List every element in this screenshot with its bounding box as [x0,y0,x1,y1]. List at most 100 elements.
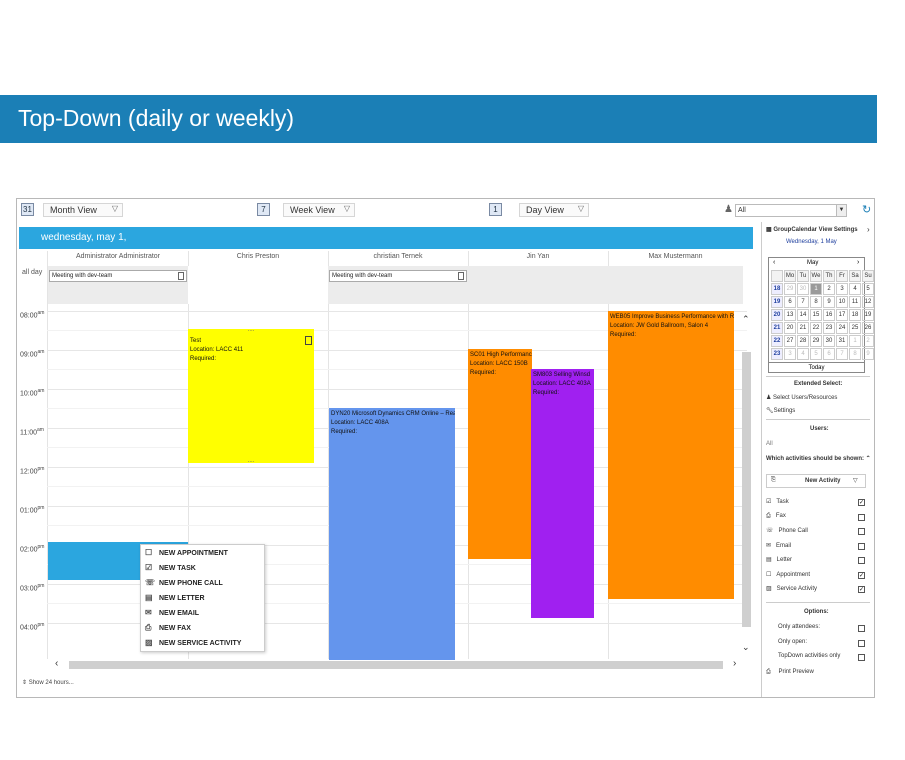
selected-date: Wednesday, 1 May [786,239,837,245]
month-view-label: Month View [50,205,97,215]
next-month-icon[interactable]: › [857,259,860,266]
mini-calendar-day[interactable]: 4 [797,348,809,360]
mini-calendar-day[interactable]: 6 [784,296,796,308]
all-day-event[interactable]: Meeting with dev-team [329,270,467,282]
mini-calendar-day[interactable]: 24 [836,322,848,334]
phone-icon: ☏ [145,578,156,587]
print-preview-link[interactable]: ⎙ Print Preview [766,669,814,675]
all-day-cell[interactable] [188,266,328,304]
mini-calendar-day[interactable]: 2 [823,283,835,295]
mini-calendar-day[interactable]: 9 [823,296,835,308]
show-24-hours-toggle[interactable]: ⇕ Show 24 hours... [22,680,74,686]
mini-calendar-day[interactable]: 1 [810,283,822,295]
time-label: 10:00am [20,388,45,398]
mini-calendar-day[interactable]: 20 [784,322,796,334]
mini-calendar-day[interactable]: 2 [862,335,874,347]
settings-link[interactable]: 🔧︎Settings [766,408,796,414]
mini-calendar-day[interactable]: 3 [836,283,848,295]
day-header-label: wednesday, may 1, [41,232,127,243]
menu-item-new-appointment[interactable]: ☐ NEW APPOINTMENT [145,548,228,557]
scrollbar-thumb[interactable] [742,352,751,627]
prev-month-icon[interactable]: ‹ [773,259,776,266]
mini-calendar-day[interactable]: 19 [862,309,874,321]
mini-calendar-day[interactable]: 27 [784,335,796,347]
mini-calendar-day[interactable]: 12 [862,296,874,308]
menu-item-new-task[interactable]: ☑ NEW TASK [145,563,196,572]
mini-calendar-day[interactable]: 5 [810,348,822,360]
calendar-event[interactable]: SC01 High Performanc Location: LACC 150B… [468,349,532,559]
menu-item-new-phone-call[interactable]: ☏ NEW PHONE CALL [145,578,223,587]
mini-calendar-day[interactable]: 10 [836,296,848,308]
mini-calendar-day[interactable]: 13 [784,309,796,321]
mini-calendar-day[interactable]: 7 [836,348,848,360]
calendar-event[interactable]: DYN20 Microsoft Dynamics CRM Online – Re… [329,408,455,660]
month-view-button[interactable]: 31 Month View ▽ [21,201,131,219]
resize-handle[interactable]: .... [247,329,255,333]
hour-line [47,350,747,351]
mini-calendar-day[interactable]: 4 [849,283,861,295]
mini-calendar-day[interactable]: 31 [836,335,848,347]
mini-calendar-day[interactable]: 1 [849,335,861,347]
activity-checkbox[interactable] [858,557,865,564]
time-label: 04:00pm [20,622,45,632]
today-button[interactable]: Today [769,362,864,372]
resize-handle[interactable]: .... [247,458,255,463]
mini-calendar-day[interactable]: 28 [797,335,809,347]
mini-calendar-day[interactable]: 30 [797,283,809,295]
menu-item-new-email[interactable]: ✉ NEW EMAIL [145,608,200,617]
chevron-right-icon[interactable]: › [733,658,737,669]
chevron-left-icon[interactable]: ‹ [55,658,59,669]
option-checkbox[interactable] [858,654,865,661]
scrollbar-thumb[interactable] [69,661,723,669]
mini-calendar-day[interactable]: 18 [849,309,861,321]
activity-checkbox[interactable]: ✓ [858,571,865,579]
mini-calendar-day[interactable]: 21 [797,322,809,334]
chevron-down-icon[interactable]: ⌄ [742,642,750,652]
week-view-button[interactable]: 7 Week View ▽ [257,201,367,219]
menu-item-new-fax[interactable]: ⎙ NEW FAX [145,623,191,632]
mini-calendar-day[interactable]: 5 [862,283,874,295]
chevron-right-icon[interactable]: › [867,225,870,234]
mini-calendar-day[interactable]: 7 [797,296,809,308]
dropdown-arrow-icon[interactable]: ▼ [836,205,846,216]
vertical-scrollbar[interactable]: ⌃ ⌄ [741,312,752,657]
menu-item-new-letter[interactable]: ▤ NEW LETTER [145,593,205,602]
activity-checkbox[interactable]: ✓ [858,586,865,593]
mini-calendar-day[interactable]: 9 [862,348,874,360]
activity-checkbox[interactable]: ✓ [858,499,865,506]
mini-calendar-day[interactable]: 29 [810,335,822,347]
menu-item-new-service-activity[interactable]: ▨ NEW SERVICE ACTIVITY [145,638,242,647]
mini-calendar-day[interactable]: 8 [810,296,822,308]
mini-calendar-day[interactable]: 17 [836,309,848,321]
option-checkbox[interactable] [858,625,865,632]
mini-calendar-day[interactable]: 29 [784,283,796,295]
mini-calendar-day[interactable]: 30 [823,335,835,347]
refresh-icon[interactable]: ↻ [862,204,872,216]
mini-calendar-day[interactable]: 15 [810,309,822,321]
all-day-cell[interactable] [468,266,743,304]
select-users-link[interactable]: ♟ Select Users/Resources [766,395,838,401]
day-view-button[interactable]: 1 Day View ▽ [489,201,599,219]
calendar-event[interactable]: SM803 Selling Winsd Location: LACC 403A … [531,369,594,618]
new-activity-button[interactable]: ⎘ New Activity ▽ [766,474,866,488]
user-filter-select[interactable]: All ▼ [735,204,847,217]
activity-checkbox[interactable] [858,528,865,535]
chevron-up-icon[interactable]: ⌃ [742,314,750,324]
activity-checkbox[interactable] [858,513,865,521]
mini-calendar-day[interactable]: 11 [849,296,861,308]
horizontal-scrollbar[interactable]: ‹ › [53,658,743,670]
mini-calendar-day[interactable]: 3 [784,348,796,360]
all-day-event[interactable]: Meeting with dev-team [49,270,187,282]
mini-calendar-day[interactable]: 14 [797,309,809,321]
mini-calendar-day[interactable]: 25 [849,322,861,334]
mini-calendar-day[interactable]: 6 [823,348,835,360]
activity-checkbox[interactable] [858,542,865,550]
mini-calendar-day[interactable]: 26 [862,322,874,334]
calendar-event[interactable]: WEB05 Improve Business Performance with … [608,311,734,599]
mini-calendar-day[interactable]: 8 [849,348,861,360]
mini-calendar-day[interactable]: 23 [823,322,835,334]
mini-calendar-day[interactable]: 16 [823,309,835,321]
option-checkbox[interactable] [858,639,865,647]
calendar-event[interactable]: .... Test Location: LACC 411 Required: .… [188,329,314,463]
mini-calendar-day[interactable]: 22 [810,322,822,334]
